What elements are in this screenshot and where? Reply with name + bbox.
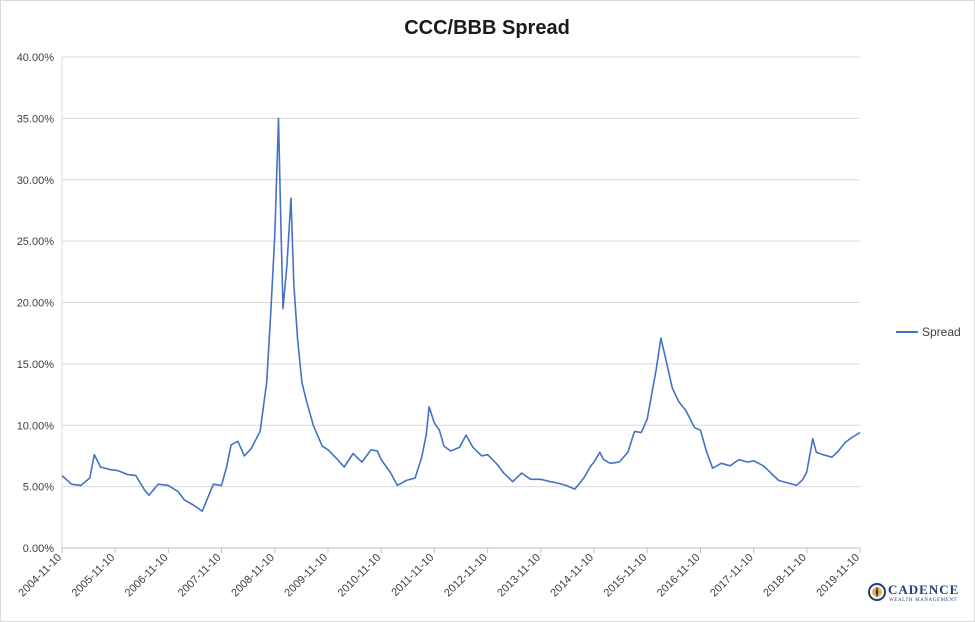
y-tick-label: 30.00% [17,175,55,187]
y-tick-label: 20.00% [17,298,55,310]
y-tick-label: 25.00% [17,236,55,248]
legend: Spread [896,325,961,339]
y-tick-label: 0.00% [23,543,54,555]
x-tick-label: 2009-11-10 [282,552,330,600]
x-axis: 2004-11-10 2005-11-10 2006-11-10 2007-11-10… [16,548,862,599]
x-tick-label: 2015-11-10 [602,552,650,600]
legend-label-spread: Spread [922,325,961,339]
x-tick-label: 2005-11-10 [70,552,118,600]
chart-title: CCC/BBB Spread [404,17,570,39]
cadence-logo: CADENCE WEALTH MANAGEMENT [866,577,966,609]
y-axis: 0.00% 5.00% 10.00% 15.00% 20.00% 25.00% 30.00%… [17,52,63,555]
x-tick-label: 2016-11-10 [655,552,703,600]
x-tick-label: 2012-11-10 [442,552,490,600]
x-tick-label: 2010-11-10 [336,552,384,600]
compass-icon [868,583,886,601]
y-tick-label: 40.00% [17,52,55,64]
y-tick-label: 35.00% [17,113,55,125]
x-tick-label: 2008-11-10 [229,552,277,600]
x-tick-label: 2007-11-10 [176,552,224,600]
x-tick-label: 2019-11-10 [814,552,862,600]
x-tick-label: 2013-11-10 [495,552,543,600]
y-tick-label: 15.00% [17,359,55,371]
x-tick-label: 2018-11-10 [761,552,809,600]
y-tick-label: 10.00% [17,420,55,432]
x-tick-label: 2014-11-10 [548,552,596,600]
grid-lines [62,56,860,549]
logo-tagline: WEALTH MANAGEMENT [889,598,958,603]
x-tick-label: 2006-11-10 [123,552,171,600]
y-tick-label: 5.00% [23,482,54,494]
x-tick-label: 2004-11-10 [16,552,64,600]
logo-name: CADENCE [888,582,960,597]
series-line-spread [61,117,861,512]
x-tick-label: 2017-11-10 [708,552,756,600]
x-tick-label: 2011-11-10 [389,552,436,599]
